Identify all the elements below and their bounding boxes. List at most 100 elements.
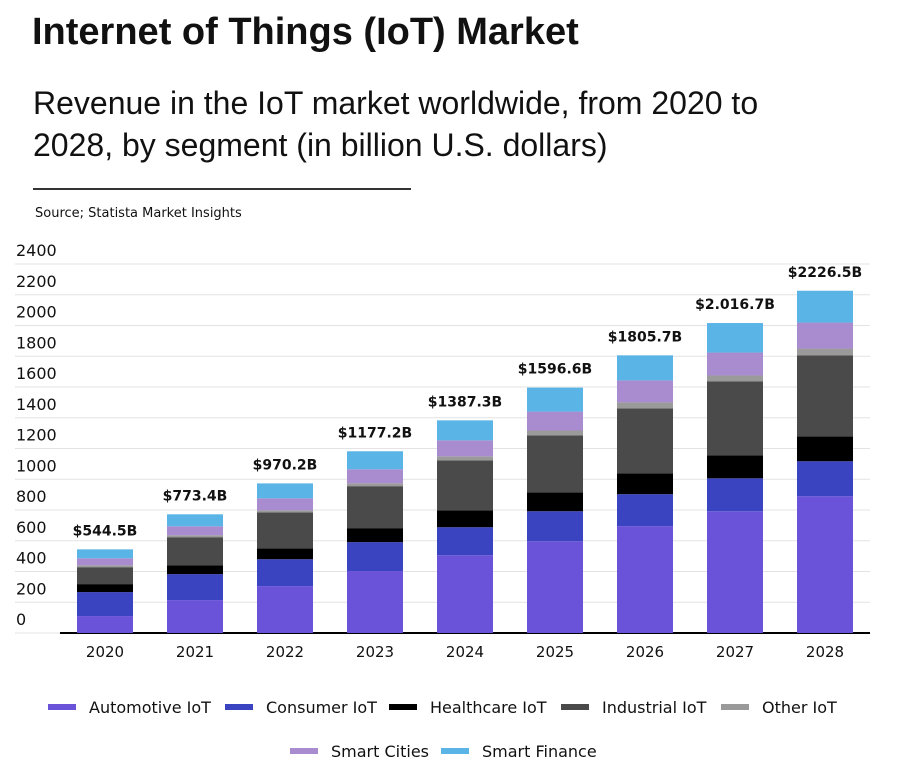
y-tick-label: 1200 [16,426,57,445]
chart-subtitle: Revenue in the IoT market worldwide, fro… [33,85,758,121]
source: Source; Statista Market Insights [35,206,242,221]
bar-segment [707,375,763,382]
bar-segment [797,436,853,462]
bar-segment [437,440,493,457]
bar-segment [347,571,403,633]
legend-label: Smart Cities [331,742,429,761]
bar-segment [437,510,493,528]
y-tick-label: 400 [16,549,47,568]
bar-segment [617,526,673,633]
legend-label: Other IoT [762,698,837,717]
bar-segment [617,473,673,495]
y-tick-label: 600 [16,518,47,537]
total-label: $1805.7B [608,329,682,345]
total-label: $1177.2B [338,425,412,441]
x-tick-label: 2025 [536,643,574,661]
bar-segment [257,510,313,513]
bar-segment [707,511,763,633]
x-tick-label: 2028 [806,643,844,661]
bar-segment [617,355,673,381]
bar-segment [617,408,673,474]
y-tick-label: 800 [16,487,47,506]
bar-segment [527,541,583,633]
total-label: $544.5B [73,523,138,539]
y-tick-label: 0 [16,610,26,629]
chart-subtitle: 2028, by segment (in billion U.S. dollar… [33,127,608,163]
bar-segment [167,537,223,566]
y-tick-label: 1400 [16,395,57,414]
bar-segment [527,387,583,412]
x-tick-label: 2026 [626,643,664,661]
bar-segment [257,483,313,499]
legend-label: Automotive IoT [89,698,211,717]
bar-segment [437,527,493,556]
bar-segment [797,355,853,437]
bar-segment [617,494,673,527]
bar-segment [77,567,133,585]
bar-segment [257,548,313,560]
legend-label: Smart Finance [482,742,597,761]
x-tick-label: 2020 [86,643,124,661]
bar-segment [167,526,223,536]
bar-segment [437,420,493,441]
bar-segment [167,574,223,601]
legend-swatch [290,748,318,754]
bar-segment [77,549,133,559]
bar-segment [527,435,583,493]
bar-segment [437,456,493,461]
bar-segment [707,352,763,376]
bar-segment [167,565,223,575]
y-tick-label: 200 [16,579,47,598]
y-tick-label: 2400 [16,241,57,260]
y-tick-label: 2200 [16,272,57,291]
bar-segment [77,616,133,633]
bar-segment [167,514,223,527]
bar-segment [257,498,313,511]
x-tick-label: 2023 [356,643,394,661]
total-label: $773.4B [163,488,228,504]
bar-segment [437,555,493,633]
bar-segment [347,528,403,543]
y-tick-label: 1600 [16,364,57,383]
legend-swatch [225,704,253,710]
x-tick-label: 2022 [266,643,304,661]
bar-segment [257,586,313,633]
x-tick-label: 2021 [176,643,214,661]
total-label: $1387.3B [428,394,502,410]
y-tick-label: 1800 [16,333,57,352]
bar-segment [77,558,133,566]
legend-label: Consumer IoT [266,698,377,717]
bar-segment [167,535,223,538]
x-tick-label: 2027 [716,643,754,661]
legend-label: Industrial IoT [602,698,707,717]
bar-segment [707,455,763,479]
bar-segment [617,380,673,403]
bar-segment [347,469,403,484]
total-label: $2226.5B [788,265,862,281]
y-tick-label: 1000 [16,456,57,475]
legend-swatch [721,704,749,710]
bar-segment [797,461,853,497]
bar-segment [167,600,223,633]
bar-segment [527,411,583,431]
legend-swatch [441,748,469,754]
bar-segment [797,322,853,349]
bar-segment [77,592,133,617]
bar-segment [77,565,133,568]
bar-segment [797,348,853,356]
total-label: $2.016.7B [695,297,775,313]
total-label: $970.2B [253,457,318,473]
bar-segment [707,381,763,456]
bar-segment [347,451,403,470]
bar-segment [707,323,763,353]
bar-segment [707,478,763,512]
chart-title: Internet of Things (IoT) Market [32,11,579,53]
bar-segment [527,430,583,436]
bar-segment [617,402,673,409]
bar-segment [77,584,133,593]
bar-segment [347,483,403,487]
bar-segment [347,542,403,572]
bar-segment [797,290,853,323]
bar-segment [527,511,583,542]
